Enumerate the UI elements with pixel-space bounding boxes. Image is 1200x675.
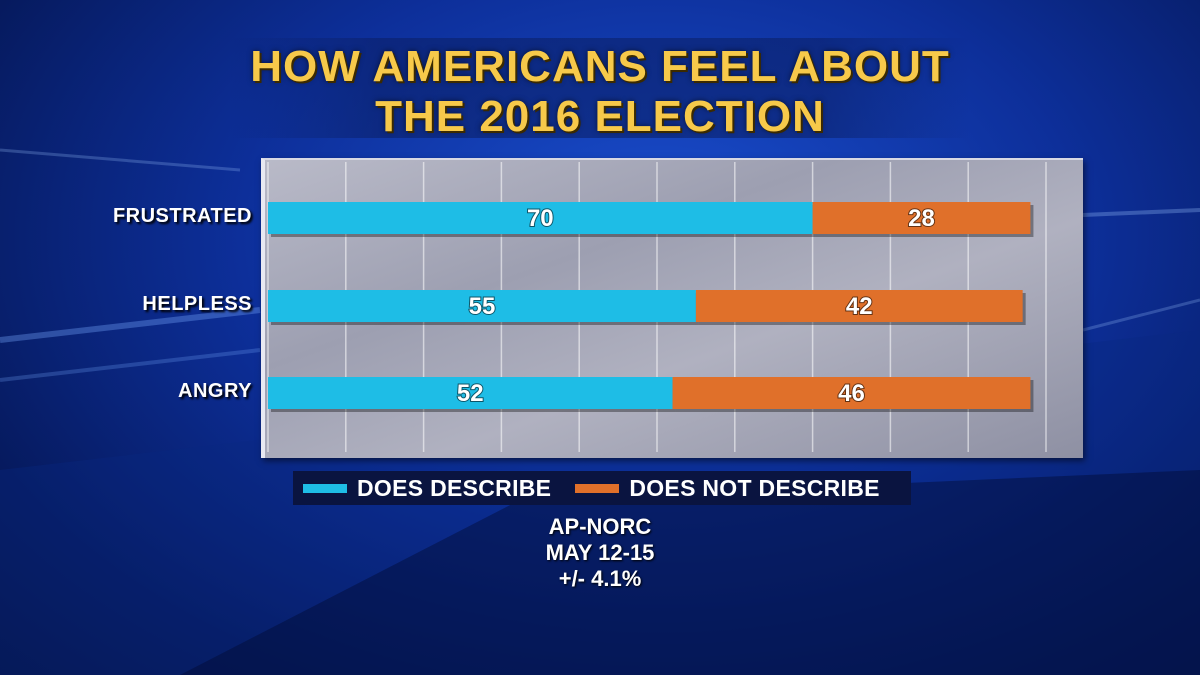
legend-label-does-not-describe: DOES NOT DESCRIBE — [629, 474, 880, 501]
data-label-helpless-does-describe: 55 — [469, 293, 496, 320]
legend-swatch-does-describe — [303, 483, 347, 493]
bar-frustrated-does-describe — [268, 202, 813, 234]
bar-angry-does-not-describe — [672, 377, 1031, 409]
source-margin-of-error: +/- 4.1% — [558, 566, 642, 591]
title-line-2: THE 2016 ELECTION — [375, 92, 825, 141]
source-dates: MAY 12-15 — [545, 540, 655, 565]
chart-title: HOW AMERICANS FEEL ABOUT THE 2016 ELECTI… — [0, 42, 1200, 142]
legend-label-does-describe: DOES DESCRIBE — [357, 474, 552, 501]
source-name: AP-NORC — [548, 514, 652, 539]
data-label-frustrated-does-not-describe: 28 — [908, 205, 935, 232]
data-label-frustrated-does-describe: 70 — [527, 205, 554, 232]
bar-angry-does-describe — [268, 377, 673, 409]
data-label-angry-does-not-describe: 46 — [838, 380, 865, 407]
category-label-frustrated: FRUSTRATED — [112, 205, 252, 227]
category-label-angry: ANGRY — [178, 380, 252, 402]
legend-swatch-does-not-describe — [575, 483, 620, 493]
legend: DOES DESCRIBE DOES NOT DESCRIBE — [293, 471, 911, 505]
bar-helpless-does-describe — [268, 290, 696, 322]
legend-item-does-describe: DOES DESCRIBE — [293, 475, 565, 502]
bar-frustrated-does-not-describe — [812, 202, 1031, 234]
title-line-1: HOW AMERICANS FEEL ABOUT — [250, 42, 950, 91]
title-band — [230, 38, 970, 138]
bar-helpless-does-not-describe — [695, 290, 1023, 322]
data-label-angry-does-describe: 52 — [457, 380, 484, 407]
data-label-helpless-does-not-describe: 42 — [846, 293, 873, 320]
legend-item-does-not-describe: DOES NOT DESCRIBE — [565, 475, 893, 502]
category-label-helpless: HELPLESS — [142, 293, 252, 315]
